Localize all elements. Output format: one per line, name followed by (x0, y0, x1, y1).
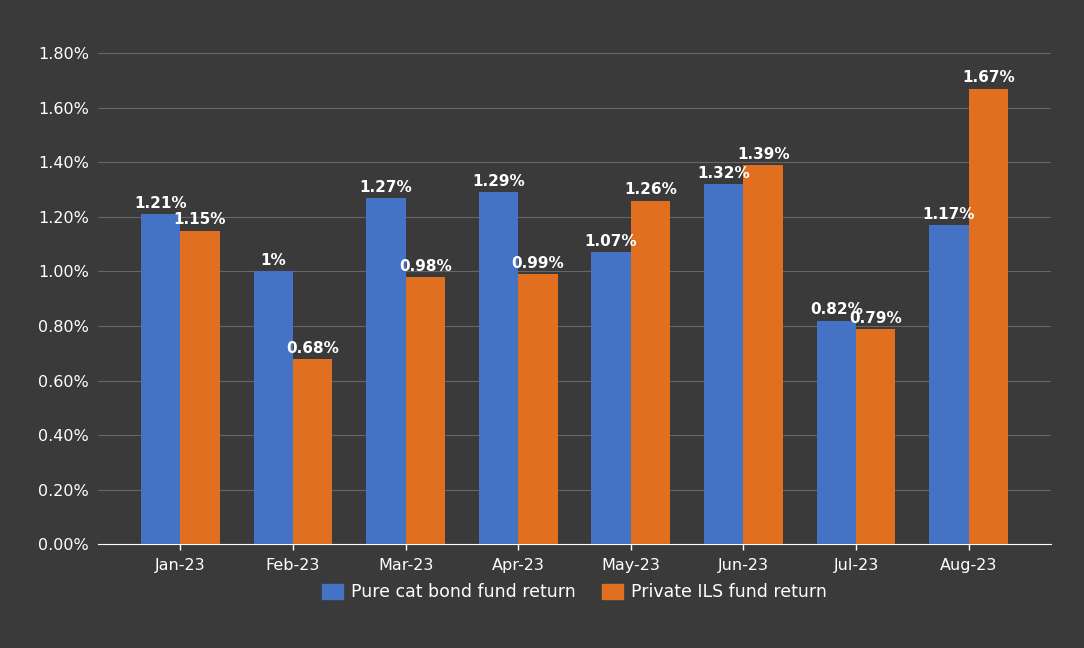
Bar (518, 274, 557, 544)
Text: 1.21%: 1.21% (134, 196, 186, 211)
Bar (479, 192, 518, 544)
Text: 0.99%: 0.99% (512, 256, 565, 271)
Text: 1.26%: 1.26% (624, 182, 678, 197)
Legend: Pure cat bond fund return, Private ILS fund return: Pure cat bond fund return, Private ILS f… (314, 576, 835, 608)
Bar (856, 329, 895, 544)
Text: 1.27%: 1.27% (360, 179, 412, 194)
Bar (293, 359, 333, 544)
Text: 0.79%: 0.79% (850, 310, 902, 325)
Text: 1%: 1% (260, 253, 286, 268)
Bar (744, 165, 783, 544)
Bar (366, 198, 405, 544)
Bar (816, 321, 856, 544)
Bar (631, 200, 670, 544)
Bar (141, 214, 180, 544)
Text: 1.29%: 1.29% (473, 174, 525, 189)
Bar (405, 277, 446, 544)
Bar (592, 252, 631, 544)
Text: 1.15%: 1.15% (173, 213, 227, 227)
Bar (180, 231, 220, 544)
Bar (969, 89, 1008, 544)
Text: 0.82%: 0.82% (810, 303, 863, 318)
Text: 1.17%: 1.17% (922, 207, 976, 222)
Bar (929, 225, 969, 544)
Text: 1.07%: 1.07% (584, 234, 637, 249)
Text: 1.67%: 1.67% (962, 71, 1015, 86)
Text: 0.98%: 0.98% (399, 259, 452, 273)
Text: 1.32%: 1.32% (697, 166, 750, 181)
Text: 0.68%: 0.68% (286, 340, 339, 356)
Text: 1.39%: 1.39% (737, 147, 789, 162)
Bar (704, 184, 744, 544)
Bar (254, 272, 293, 544)
